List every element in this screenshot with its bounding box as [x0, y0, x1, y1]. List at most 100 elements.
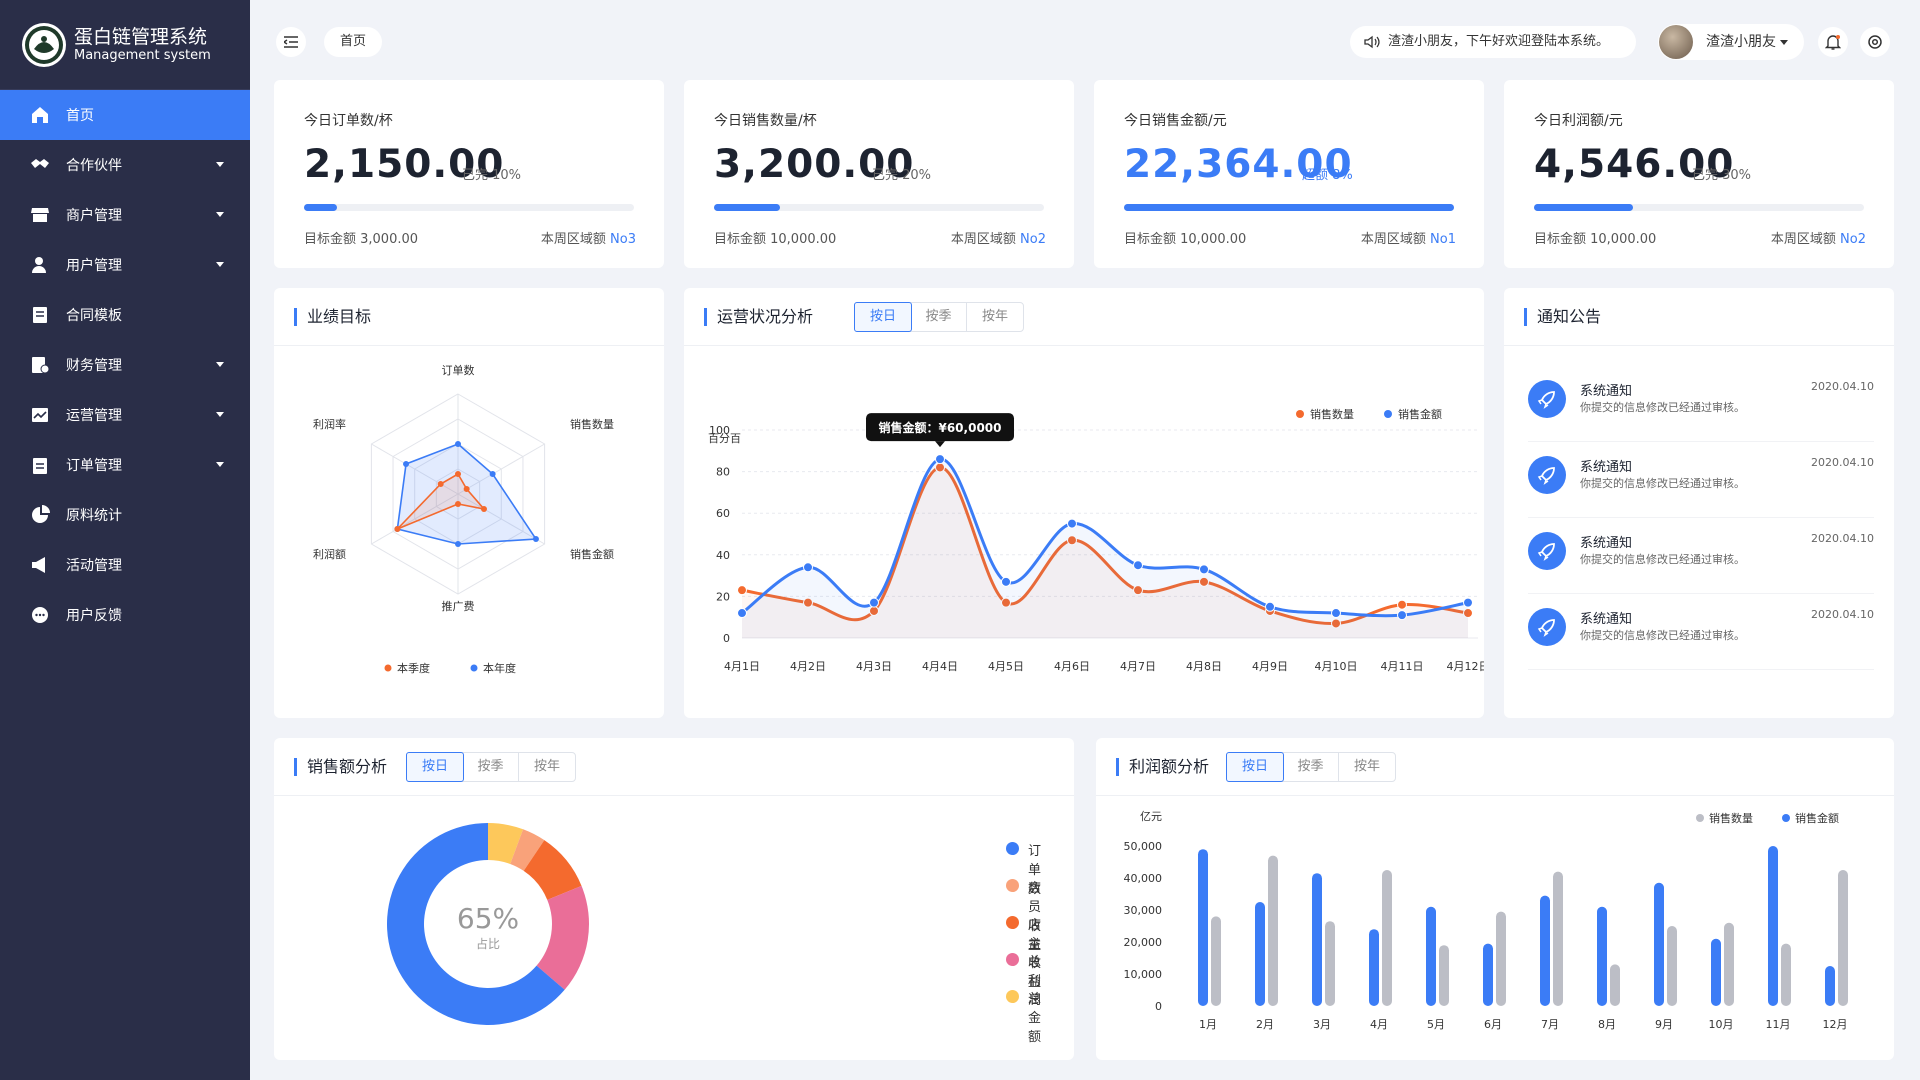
notice-item[interactable]: 系统通知 你提交的信息修改已经通过审核。 2020.04.10 [1528, 442, 1874, 518]
bar-sales-quantity[interactable] [1325, 921, 1335, 1006]
line-point[interactable] [1133, 585, 1143, 596]
bar-sales-quantity[interactable] [1553, 871, 1563, 1006]
line-point[interactable] [1463, 608, 1473, 619]
line-point[interactable] [1199, 576, 1209, 587]
bar-sales-quantity[interactable] [1610, 964, 1620, 1006]
y-tick-label: 0 [723, 632, 730, 645]
notice-item[interactable]: 系统通知 你提交的信息修改已经通过审核。 2020.04.10 [1528, 594, 1874, 670]
sidebar-item-4[interactable]: 合同模板 [0, 290, 250, 340]
bar-sales-amount[interactable] [1198, 849, 1208, 1006]
stat-target: 目标金额 3,000.00 [304, 232, 419, 247]
y-tick-label: 20,000 [1124, 936, 1163, 949]
logo-mark [22, 22, 66, 67]
line-series-area [742, 459, 1468, 638]
line-point[interactable] [1463, 597, 1473, 608]
bar-sales-amount[interactable] [1825, 966, 1835, 1006]
bar-sales-amount[interactable] [1654, 882, 1664, 1006]
y-tick-label: 0 [1155, 1000, 1162, 1013]
line-point[interactable] [1331, 618, 1341, 629]
line-point[interactable] [737, 608, 747, 619]
bar-sales-amount[interactable] [1711, 938, 1721, 1006]
sidebar-item-10[interactable]: 用户反馈 [0, 590, 250, 640]
tooltip-text: 销售金额：¥60,0000 [878, 420, 1001, 435]
line-point[interactable] [1001, 576, 1011, 587]
bar-sales-quantity[interactable] [1382, 870, 1392, 1006]
x-tick-label: 6月 [1484, 1018, 1502, 1031]
line-point[interactable] [803, 562, 813, 573]
donut-slice[interactable] [510, 829, 545, 871]
notice-date: 2020.04.10 [1811, 380, 1874, 393]
tooltip-box [866, 413, 1014, 442]
bar-sales-amount[interactable] [1312, 873, 1322, 1006]
settings-button[interactable] [1860, 27, 1890, 57]
stat-target: 目标金额 10,000.00 [1124, 232, 1247, 247]
sidebar-item-1[interactable]: 合作伙伴 [0, 140, 250, 190]
line-point[interactable] [935, 454, 945, 465]
bell-icon [1825, 35, 1841, 50]
line-point[interactable] [1331, 608, 1341, 619]
notice-item[interactable]: 系统通知 你提交的信息修改已经通过审核。 2020.04.10 [1528, 518, 1874, 594]
line-point[interactable] [1397, 610, 1407, 621]
handshake-icon [30, 155, 50, 175]
line-point[interactable] [737, 585, 747, 596]
bar-sales-quantity[interactable] [1838, 870, 1848, 1006]
bar-sales-amount[interactable] [1540, 895, 1550, 1006]
sidebar-item-0[interactable]: 首页 [0, 90, 250, 140]
tab-day[interactable]: 按日 [1226, 752, 1284, 782]
sidebar-item-3[interactable]: 用户管理 [0, 240, 250, 290]
tab-day[interactable]: 按日 [406, 752, 464, 782]
notice-item[interactable]: 系统通知 你提交的信息修改已经通过审核。 2020.04.10 [1528, 366, 1874, 442]
user-menu[interactable]: 渣渣小朋友 [1658, 24, 1804, 60]
bar-sales-quantity[interactable] [1781, 943, 1791, 1006]
tab-year[interactable]: 按年 [1353, 759, 1380, 774]
line-point[interactable] [1067, 518, 1077, 529]
bar-sales-amount[interactable] [1255, 902, 1265, 1006]
donut-slice[interactable] [523, 840, 582, 900]
bar-sales-amount[interactable] [1426, 906, 1436, 1006]
tab-year[interactable]: 按年 [533, 759, 560, 774]
line-point[interactable] [1265, 601, 1275, 612]
radar-indicator-label: 订单数 [442, 364, 475, 377]
bar-sales-amount[interactable] [1768, 846, 1778, 1006]
bar-sales-quantity[interactable] [1211, 916, 1221, 1006]
sidebar-item-6[interactable]: 运营管理 [0, 390, 250, 440]
menu-toggle-button[interactable] [276, 27, 306, 57]
welcome-text: 渣渣小朋友，下午好欢迎登陆本系统。 [1388, 34, 1610, 49]
chevron-down-icon [216, 212, 224, 217]
breadcrumb[interactable]: 首页 [324, 27, 383, 57]
notice-panel-title: 通知公告 [1524, 308, 1601, 326]
tab-quarter[interactable]: 按季 [463, 753, 519, 781]
bar-sales-amount[interactable] [1483, 943, 1493, 1006]
tab-year[interactable]: 按年 [981, 309, 1008, 324]
bar-sales-amount[interactable] [1369, 929, 1379, 1006]
bar-sales-quantity[interactable] [1724, 922, 1734, 1006]
line-point[interactable] [1397, 599, 1407, 610]
x-tick-label: 8月 [1598, 1018, 1616, 1031]
tab-quarter[interactable]: 按季 [911, 303, 967, 331]
line-point[interactable] [1133, 560, 1143, 571]
tab-day[interactable]: 按日 [854, 302, 912, 332]
line-point[interactable] [869, 597, 879, 608]
line-point[interactable] [803, 597, 813, 608]
sidebar-item-2[interactable]: 商户管理 [0, 190, 250, 240]
donut-slice[interactable] [488, 823, 524, 864]
line-point[interactable] [1001, 597, 1011, 608]
sidebar-item-8[interactable]: 原料统计 [0, 490, 250, 540]
sidebar-item-5[interactable]: 财务管理 [0, 340, 250, 390]
line-point[interactable] [1199, 564, 1209, 575]
sidebar-item-7[interactable]: 订单管理 [0, 440, 250, 490]
donut-slice[interactable] [536, 885, 589, 990]
line-point[interactable] [1067, 535, 1077, 546]
stat-card: 今日销售金额/元 22,364.00 超额 8% 目标金额 10,000.00 本周区域… [1094, 80, 1484, 268]
bar-sales-quantity[interactable] [1439, 945, 1449, 1006]
bar-sales-amount[interactable] [1597, 906, 1607, 1006]
bar-sales-quantity[interactable] [1268, 855, 1278, 1006]
donut-slice[interactable] [386, 823, 565, 1025]
bar-sales-quantity[interactable] [1667, 926, 1677, 1006]
tab-quarter[interactable]: 按季 [1283, 753, 1339, 781]
nav-menu: 首页 合作伙伴 商户管理 用户管理 合同模板 财务管理 运营管理 订单管理 原料统计 活动管理 用户… [0, 90, 250, 640]
bar-sales-quantity[interactable] [1496, 911, 1506, 1006]
sidebar-item-9[interactable]: 活动管理 [0, 540, 250, 590]
radar-point [455, 541, 461, 547]
notification-button[interactable] [1818, 27, 1848, 57]
